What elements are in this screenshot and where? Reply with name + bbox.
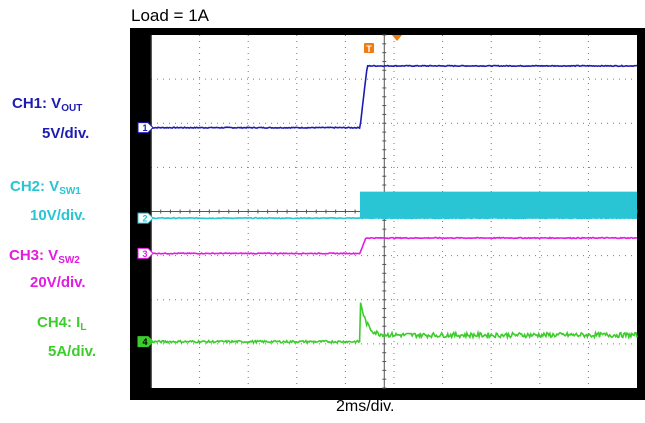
ch2-scale: 10V/div. [30,207,86,224]
ch3-scale: 20V/div. [30,274,86,291]
x-axis-label: 2ms/div. [336,398,395,415]
traces [150,64,638,345]
ch3-trace [150,236,638,255]
ch1-label: CH1: VOUT [12,95,83,114]
ch2-marker-shape [137,212,154,224]
grid: T [150,34,638,389]
ch1-marker: 1 [137,122,154,134]
ch4-trace [150,302,638,345]
ch3-marker: 3 [137,247,154,259]
ch2-label: CH2: VSW1 [10,178,81,197]
trigger-box [364,43,374,53]
trigger-label: T [366,44,372,54]
ch2-marker-label: 2 [142,214,147,224]
ch4-label: CH4: IL [37,314,87,333]
channel-markers: 1 2 3 4 [137,122,154,348]
ch1-scale: 5V/div. [42,125,90,142]
ch1-marker-label: 1 [142,123,147,133]
ch4-marker: 4 [137,336,154,348]
ch3-label: CH3: VSW2 [9,247,80,266]
ch1-marker-shape [137,122,154,134]
ch1-trace [150,64,638,130]
ch4-scale: 5A/div. [48,343,97,360]
trigger-top-arrow [392,35,402,41]
ch4-marker-shape [137,336,154,348]
chart-title: Load = 1A [131,6,209,25]
ch3-marker-label: 3 [142,249,147,259]
ch4-marker-label: 4 [142,337,147,347]
ch2-switching-band [359,191,637,219]
ch2-marker: 2 [137,212,154,224]
ch3-marker-shape [137,247,154,259]
trigger-marker: T [364,35,402,54]
